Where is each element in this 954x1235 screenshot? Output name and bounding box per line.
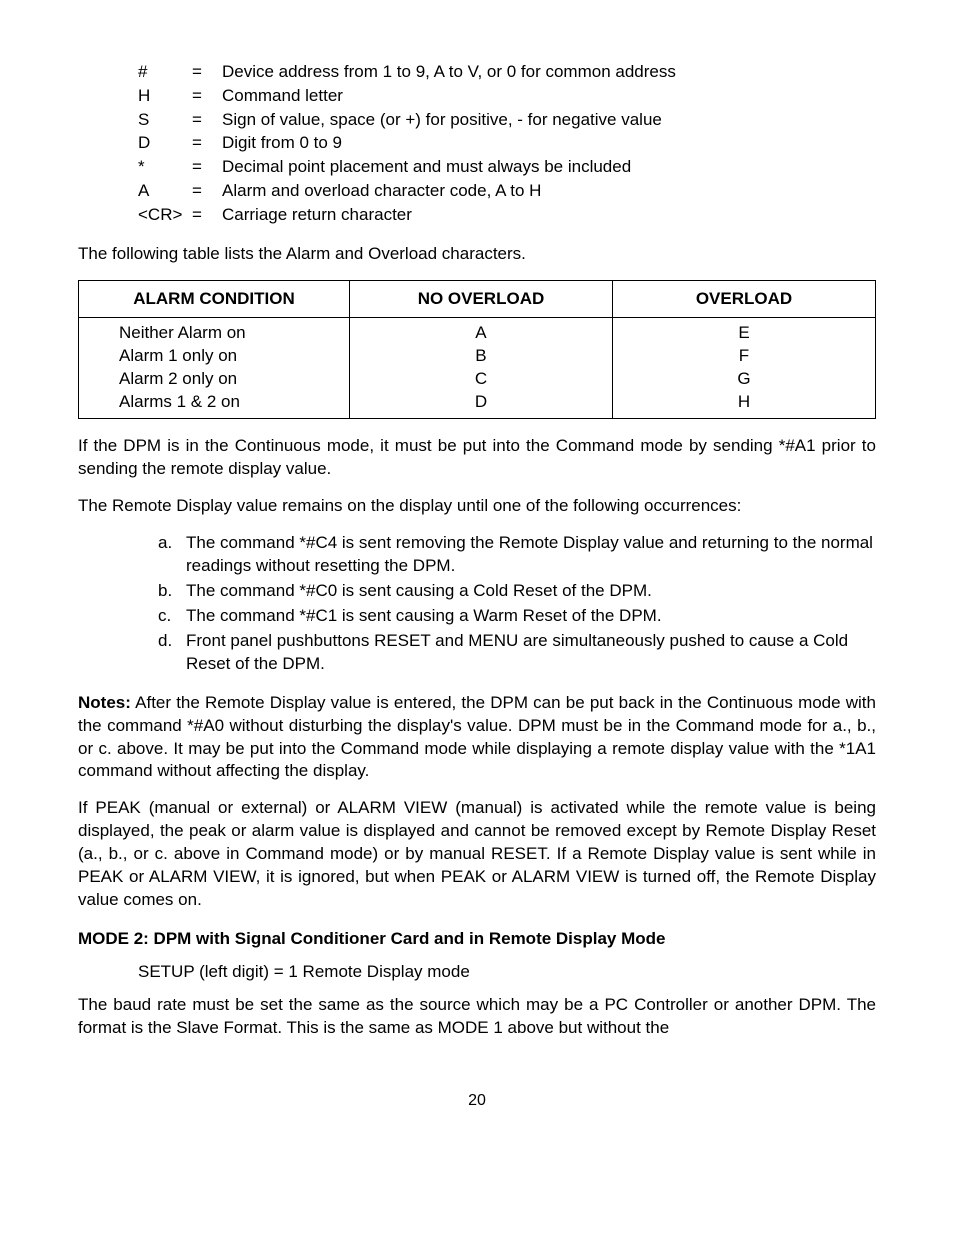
notes-paragraph: Notes: After the Remote Display value is… xyxy=(78,692,876,784)
table-header: NO OVERLOAD xyxy=(349,280,612,318)
notes-label: Notes: xyxy=(78,693,131,712)
mode2-heading: MODE 2: DPM with Signal Conditioner Card… xyxy=(78,928,876,951)
def-symbol: A xyxy=(138,179,192,203)
list-item: b. The command *#C0 is sent causing a Col… xyxy=(158,580,876,603)
definitions-list: # = Device address from 1 to 9, A to V, … xyxy=(138,60,876,227)
def-text: Device address from 1 to 9, A to V, or 0… xyxy=(222,60,676,84)
list-marker: d. xyxy=(158,630,172,653)
table-header: OVERLOAD xyxy=(612,280,875,318)
list-marker: b. xyxy=(158,580,172,603)
table-cell: Neither Alarm on Alarm 1 only on Alarm 2… xyxy=(79,318,350,419)
def-text: Alarm and overload character code, A to … xyxy=(222,179,541,203)
def-text: Digit from 0 to 9 xyxy=(222,131,342,155)
list-marker: a. xyxy=(158,532,172,555)
def-equals: = xyxy=(192,203,222,227)
list-item: a. The command *#C4 is sent removing the … xyxy=(158,532,876,578)
def-equals: = xyxy=(192,84,222,108)
table-cell: A B C D xyxy=(349,318,612,419)
baud-paragraph: The baud rate must be set the same as th… xyxy=(78,994,876,1040)
table-row: Neither Alarm on Alarm 1 only on Alarm 2… xyxy=(79,318,876,419)
def-symbol: * xyxy=(138,155,192,179)
occurrences-list: a. The command *#C4 is sent removing the … xyxy=(78,532,876,676)
def-text: Sign of value, space (or +) for positive… xyxy=(222,108,662,132)
list-text: The command *#C0 is sent causing a Cold … xyxy=(186,581,652,600)
def-row: S = Sign of value, space (or +) for posi… xyxy=(138,108,876,132)
def-symbol: <CR> xyxy=(138,203,192,227)
def-text: Decimal point placement and must always … xyxy=(222,155,631,179)
def-equals: = xyxy=(192,179,222,203)
page-number: 20 xyxy=(78,1090,876,1112)
list-item: c. The command *#C1 is sent causing a War… xyxy=(158,605,876,628)
def-symbol: # xyxy=(138,60,192,84)
def-symbol: H xyxy=(138,84,192,108)
setup-line: SETUP (left digit) = 1 Remote Display mo… xyxy=(138,961,876,984)
table-intro-paragraph: The following table lists the Alarm and … xyxy=(78,243,876,266)
list-text: The command *#C4 is sent removing the Re… xyxy=(186,533,873,575)
continuous-mode-paragraph: If the DPM is in the Continuous mode, it… xyxy=(78,435,876,481)
def-equals: = xyxy=(192,60,222,84)
remote-display-paragraph: The Remote Display value remains on the … xyxy=(78,495,876,518)
def-text: Command letter xyxy=(222,84,343,108)
def-row: D = Digit from 0 to 9 xyxy=(138,131,876,155)
def-row: A = Alarm and overload character code, A… xyxy=(138,179,876,203)
def-symbol: D xyxy=(138,131,192,155)
def-symbol: S xyxy=(138,108,192,132)
table-header: ALARM CONDITION xyxy=(79,280,350,318)
notes-text: After the Remote Display value is entere… xyxy=(78,693,876,781)
peak-paragraph: If PEAK (manual or external) or ALARM VI… xyxy=(78,797,876,912)
def-row: <CR> = Carriage return character xyxy=(138,203,876,227)
def-row: # = Device address from 1 to 9, A to V, … xyxy=(138,60,876,84)
def-equals: = xyxy=(192,131,222,155)
list-item: d. Front panel pushbuttons RESET and MENU… xyxy=(158,630,876,676)
def-equals: = xyxy=(192,155,222,179)
list-marker: c. xyxy=(158,605,171,628)
def-row: * = Decimal point placement and must alw… xyxy=(138,155,876,179)
def-text: Carriage return character xyxy=(222,203,412,227)
def-row: H = Command letter xyxy=(138,84,876,108)
list-text: Front panel pushbuttons RESET and MENU a… xyxy=(186,631,848,673)
def-equals: = xyxy=(192,108,222,132)
alarm-overload-table: ALARM CONDITION NO OVERLOAD OVERLOAD Nei… xyxy=(78,280,876,420)
table-cell: E F G H xyxy=(612,318,875,419)
list-text: The command *#C1 is sent causing a Warm … xyxy=(186,606,662,625)
